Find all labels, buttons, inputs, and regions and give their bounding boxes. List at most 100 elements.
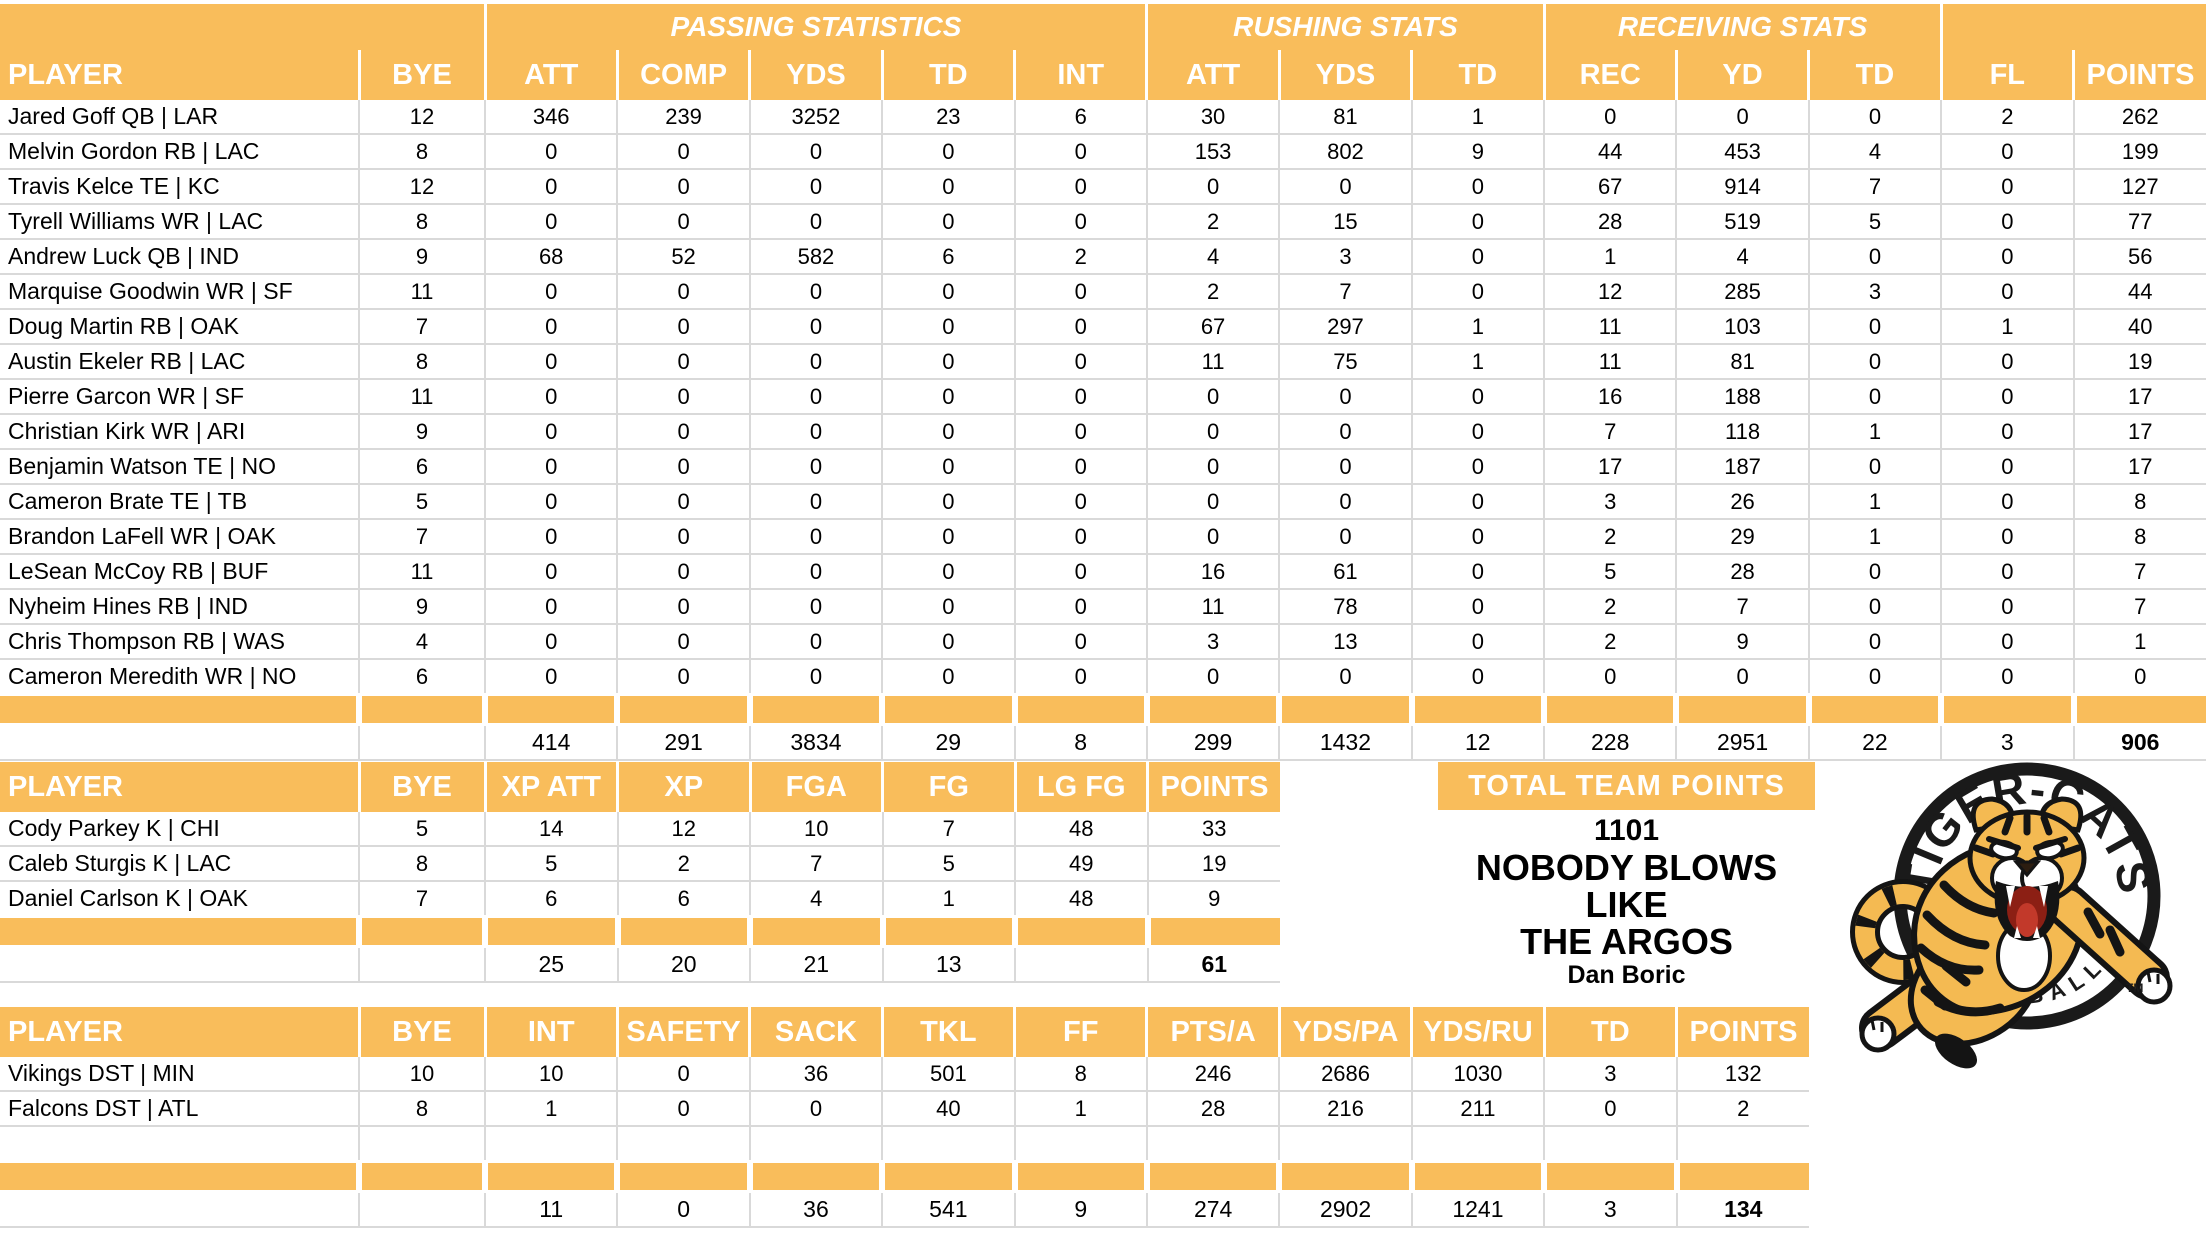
separator-cell xyxy=(1276,693,1412,726)
stat-cell: 4 xyxy=(1675,239,1809,275)
stat-cell: 0 xyxy=(1145,449,1280,485)
total-cell: 36 xyxy=(748,1191,883,1228)
column-header-cell: ATT xyxy=(1145,50,1280,100)
stat-cell: 1 xyxy=(1410,100,1544,135)
stat-cell: 0 xyxy=(881,624,1015,660)
stat-cell: 16 xyxy=(1542,379,1677,415)
stat-cell: 453 xyxy=(1675,134,1809,170)
stat-cell: 0 xyxy=(483,659,618,696)
stat-cell: 0 xyxy=(1013,624,1147,660)
player-cell: Cody Parkey K | CHI xyxy=(0,812,359,847)
stat-cell: 0 xyxy=(748,414,883,450)
table-row: Jared Goff QB | LAR 12 346 239 3252 23 6 30 81 1 0… xyxy=(0,100,2206,135)
separator-row xyxy=(0,915,1280,948)
stat-cell: 1 xyxy=(1013,1091,1147,1127)
stat-cell: 68 xyxy=(483,239,618,275)
stat-cell: 0 xyxy=(748,449,883,485)
separator-cell xyxy=(1276,1160,1412,1193)
table-row: Cameron Brate TE | TB 5 0 0 0 0 0 0 0 0 3 26 1 0 8 xyxy=(0,484,2206,520)
stat-cell: 0 xyxy=(748,204,883,240)
total-cell: 2951 xyxy=(1675,724,1809,761)
total-cell xyxy=(0,1191,359,1228)
stat-cell: 0 xyxy=(1145,659,1280,696)
stat-cell: 0 xyxy=(881,519,1015,555)
stat-cell: 582 xyxy=(748,239,883,275)
stat-cell: 0 xyxy=(1940,134,2074,170)
column-header-cell: BYE xyxy=(357,762,485,812)
stat-cell: 1 xyxy=(1410,344,1544,380)
stat-cell: 11 xyxy=(1542,309,1677,345)
stat-cell: 2 xyxy=(1013,239,1147,275)
separator-cell xyxy=(481,1160,618,1193)
player-cell: Falcons DST | ATL xyxy=(0,1091,359,1127)
separator-cell xyxy=(481,693,618,726)
stat-cell: 0 xyxy=(1807,239,1942,275)
total-cell xyxy=(358,946,485,983)
stat-cell: 285 xyxy=(1675,274,1809,310)
stat-cell: 0 xyxy=(1278,449,1412,485)
column-header-cell: XP ATT xyxy=(483,762,618,812)
total-team-points-box: TOTAL TEAM POINTS 1101 NOBODY BLOWS LIKE… xyxy=(1438,762,1815,990)
trademark-symbol: TM xyxy=(2126,981,2143,995)
stat-cell: 10 xyxy=(358,1057,485,1092)
total-cell: 11 xyxy=(483,1191,618,1228)
stat-cell: 0 xyxy=(616,554,750,590)
stat-cell: 5 xyxy=(1807,204,1942,240)
stat-cell: 3 xyxy=(1542,484,1677,520)
stat-cell: 0 xyxy=(1410,484,1544,520)
stat-cell: 15 xyxy=(1278,204,1412,240)
stat-cell: 0 xyxy=(1278,414,1412,450)
player-cell: Benjamin Watson TE | NO xyxy=(0,449,359,485)
separator-cell xyxy=(1541,1160,1677,1193)
stat-cell: 0 xyxy=(1013,414,1147,450)
stat-cell: 0 xyxy=(1940,449,2074,485)
stat-cell: 0 xyxy=(616,659,750,696)
stat-cell: 28 xyxy=(1675,554,1809,590)
column-header-cell: YD xyxy=(1674,50,1809,100)
stat-cell: 0 xyxy=(616,624,750,660)
team-name-line2: THE ARGOS xyxy=(1520,921,1733,962)
table-row: Chris Thompson RB | WAS 4 0 0 0 0 0 3 13 0 2 9 0 0 1 xyxy=(0,624,2206,660)
column-header-cell: TD xyxy=(1410,50,1544,100)
column-header-cell: SAFETY xyxy=(615,1007,750,1057)
group-header-cell: PASSING STATISTICS xyxy=(483,4,1147,50)
stat-cell: 0 xyxy=(1013,449,1147,485)
stat-cell: 0 xyxy=(1410,659,1544,696)
column-header-cell: PTS/A xyxy=(1145,1007,1280,1057)
total-cell: 61 xyxy=(1146,946,1280,983)
player-cell: Travis Kelce TE | KC xyxy=(0,169,359,205)
defense-stats-table: PLAYER BYE INT SAFETY SACK TKL FF PTS/A YDS/PA YD… xyxy=(0,1007,1809,1228)
stat-cell: 67 xyxy=(1542,169,1677,205)
column-header-cell: PLAYER xyxy=(0,1007,359,1057)
column-header-cell: POINTS xyxy=(2072,50,2206,100)
total-team-points-value: 1101 xyxy=(1593,814,1660,847)
stat-cell: 9 xyxy=(358,414,485,450)
stat-cell: 5 xyxy=(1542,554,1677,590)
team-name-line1: NOBODY BLOWS LIKE xyxy=(1475,847,1778,925)
stat-cell: 501 xyxy=(881,1057,1015,1092)
stat-cell: 211 xyxy=(1410,1091,1545,1127)
stat-cell: 0 xyxy=(616,204,750,240)
stat-cell: 28 xyxy=(1145,1091,1280,1127)
stat-cell: 0 xyxy=(1013,589,1147,625)
stat-cell: 1 xyxy=(1542,239,1677,275)
stat-cell: 3 xyxy=(1543,1057,1677,1092)
stat-cell: 0 xyxy=(2072,659,2206,696)
stat-cell: 0 xyxy=(1145,519,1280,555)
stat-cell: 67 xyxy=(1145,309,1280,345)
team-owner-name: Dan Boric xyxy=(1567,961,1686,989)
table-row: Benjamin Watson TE | NO 6 0 0 0 0 0 0 0 0 17 187 0 0 1… xyxy=(0,449,2206,485)
stat-cell: 0 xyxy=(616,274,750,310)
stat-cell: 77 xyxy=(2072,204,2206,240)
stat-cell: 5 xyxy=(484,846,618,882)
stat-cell: 0 xyxy=(881,379,1015,415)
stat-cell: 0 xyxy=(1410,169,1544,205)
column-header-cell: POINTS xyxy=(1675,1007,1809,1057)
stat-cell: 4 xyxy=(1145,239,1280,275)
stat-cell: 0 xyxy=(1940,414,2074,450)
stat-cell: 4 xyxy=(749,881,883,918)
total-cell: 12 xyxy=(1410,724,1544,761)
total-cell: 414 xyxy=(483,724,618,761)
stat-cell: 0 xyxy=(881,169,1015,205)
stat-cell: 23 xyxy=(881,100,1015,135)
